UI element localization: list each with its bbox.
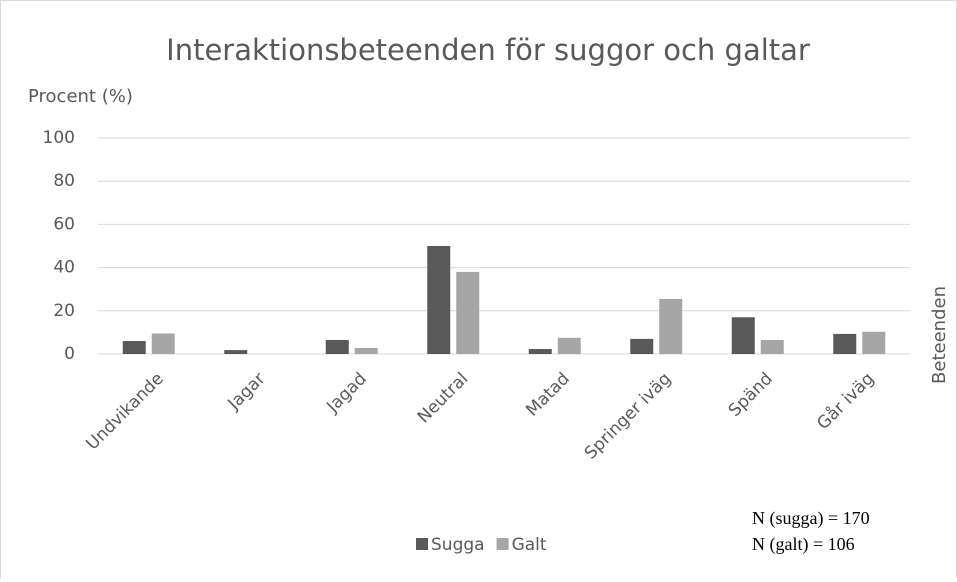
bar <box>557 337 581 354</box>
annotation: N (sugga) = 170 <box>752 508 870 529</box>
x-tick-label: Undvikande <box>82 369 167 454</box>
bar <box>122 341 146 354</box>
bar <box>862 331 886 354</box>
legend-label: Galt <box>512 535 547 555</box>
bar <box>760 339 784 354</box>
legend-swatch <box>496 538 509 550</box>
bar <box>659 298 683 354</box>
x-tick-label: Jagad <box>322 369 370 417</box>
bar <box>528 349 552 354</box>
bar <box>833 333 857 354</box>
legend-label: Sugga <box>431 535 485 555</box>
y-axis-label: Procent (%) <box>28 86 133 107</box>
bar <box>354 347 378 354</box>
x-tick-label: Jagar <box>224 369 270 415</box>
y-tick-label: 0 <box>64 344 75 364</box>
annotation: N (galt) = 106 <box>752 534 855 555</box>
x-tick-label: Springer iväg <box>581 369 676 464</box>
bar <box>151 333 175 354</box>
bar <box>456 271 480 354</box>
x-axis-label: Beteenden <box>929 286 950 384</box>
x-tick-label: Spänd <box>725 369 777 421</box>
bar <box>325 339 349 354</box>
chart-title: Interaktionsbeteenden för suggor och gal… <box>166 33 810 67</box>
bar <box>630 338 654 354</box>
y-tick-label: 20 <box>53 301 75 321</box>
x-tick-label: Matad <box>522 369 574 421</box>
x-tick-label: Neutral <box>414 369 473 428</box>
y-tick-label: 60 <box>53 214 75 234</box>
y-tick-label: 100 <box>43 128 75 148</box>
bar <box>224 350 248 354</box>
y-tick-label: 80 <box>53 171 75 191</box>
y-tick-label: 40 <box>53 258 75 278</box>
bar <box>731 317 755 354</box>
x-tick-label: Går iväg <box>813 368 879 434</box>
bar <box>427 246 451 354</box>
legend-swatch <box>416 538 428 550</box>
